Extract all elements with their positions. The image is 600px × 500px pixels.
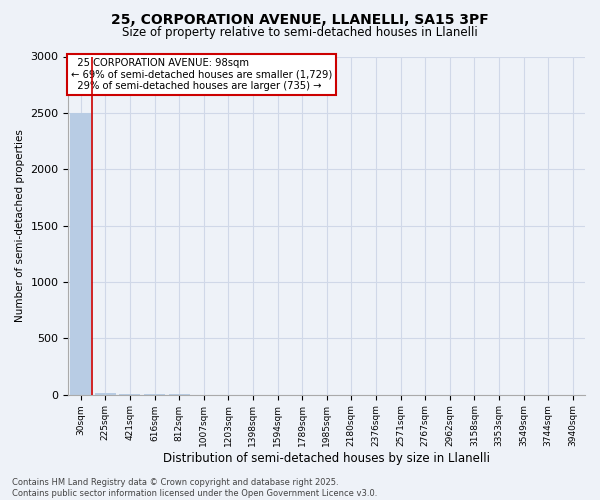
Text: Contains HM Land Registry data © Crown copyright and database right 2025.
Contai: Contains HM Land Registry data © Crown c… — [12, 478, 377, 498]
Bar — [95, 393, 116, 394]
Y-axis label: Number of semi-detached properties: Number of semi-detached properties — [15, 129, 25, 322]
Text: 25, CORPORATION AVENUE, LLANELLI, SA15 3PF: 25, CORPORATION AVENUE, LLANELLI, SA15 3… — [111, 12, 489, 26]
X-axis label: Distribution of semi-detached houses by size in Llanelli: Distribution of semi-detached houses by … — [163, 452, 490, 465]
Bar — [70, 113, 91, 394]
Text: Size of property relative to semi-detached houses in Llanelli: Size of property relative to semi-detach… — [122, 26, 478, 39]
Text: 25 CORPORATION AVENUE: 98sqm
← 69% of semi-detached houses are smaller (1,729)
 : 25 CORPORATION AVENUE: 98sqm ← 69% of se… — [71, 58, 332, 92]
